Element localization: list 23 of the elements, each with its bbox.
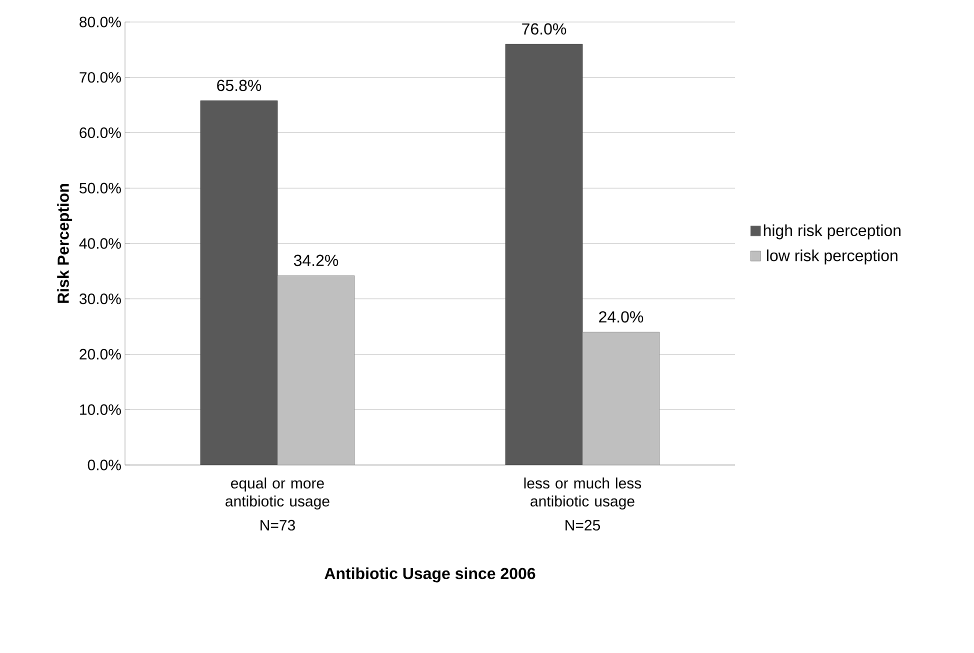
y-tick-label: 0.0% [88,460,121,470]
legend-label: low risk perception [767,250,898,264]
y-tick-label: 20.0% [80,348,121,360]
bar [505,44,583,465]
y-tick-label: 40.0% [79,238,121,249]
x-tick-label: less or much less antibiotic usage [524,478,642,510]
x-axis-title: Antibiotic Usage since 2006 [324,567,536,582]
x-tick-label: equal or more antibiotic usage [226,478,330,510]
text: N=25 [566,520,600,531]
data-label: 24.0% [599,311,644,323]
data-label: 34.2% [294,254,338,266]
text: N=73 [260,520,295,531]
y-axis-title: Risk Perception [57,184,72,303]
bar [200,100,278,465]
legend-label: high risk perception [764,224,900,240]
y-tick-label: 80.0% [80,16,121,28]
data-label: 76.0% [522,23,566,35]
y-tick-label: 70.0% [80,72,121,83]
y-tick-label: 10.0% [80,404,121,415]
y-tick-label: 60.0% [80,127,121,138]
y-tick-label: 30.0% [80,294,121,304]
data-label: 65.8% [217,80,262,92]
y-tick-label: 50.0% [80,182,121,194]
